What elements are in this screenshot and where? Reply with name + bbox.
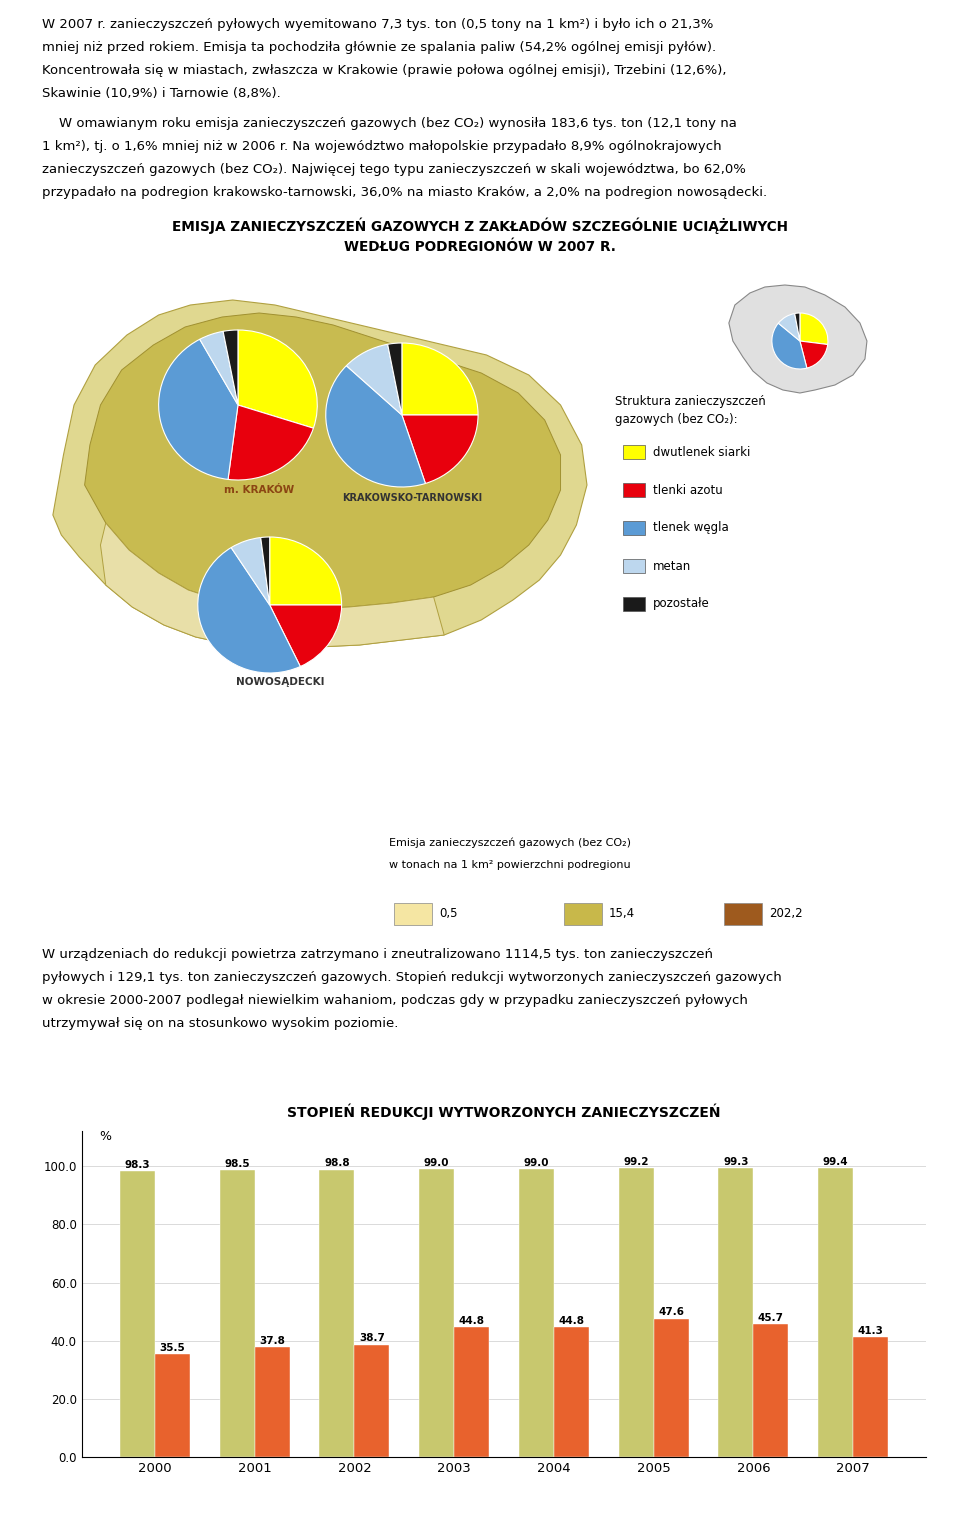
Text: m. KRAKÓW: m. KRAKÓW	[224, 484, 295, 495]
Text: tlenek węgla: tlenek węgla	[653, 522, 729, 534]
Text: 45.7: 45.7	[757, 1313, 783, 1324]
Text: W 2007 r. zanieczyszczeń pyłowych wyemitowano 7,3 tys. ton (0,5 tony na 1 km²) i: W 2007 r. zanieczyszczeń pyłowych wyemit…	[42, 18, 713, 30]
Text: Skawinie (10,9%) i Tarnowie (8,8%).: Skawinie (10,9%) i Tarnowie (8,8%).	[42, 87, 280, 100]
Text: utrzymywał się on na stosunkowo wysokim poziomie.: utrzymywał się on na stosunkowo wysokim …	[42, 1017, 398, 1031]
Bar	[254, 1346, 290, 1457]
FancyBboxPatch shape	[394, 903, 432, 924]
Text: pyłowych i 129,1 tys. ton zanieczyszczeń gazowych. Stopień redukcji wytworzonych: pyłowych i 129,1 tys. ton zanieczyszczeń…	[42, 972, 781, 984]
Wedge shape	[779, 314, 800, 342]
Text: Emisja zanieczyszczeń gazowych (bez CO₂): Emisja zanieczyszczeń gazowych (bez CO₂)	[389, 838, 631, 849]
Text: EMISJA ZANIECZYSZCZEŃ GAZOWYCH Z ZAKŁADÓW SZCZEGÓLNIE UCIĄŻLIWYCH: EMISJA ZANIECZYSZCZEŃ GAZOWYCH Z ZAKŁADÓ…	[172, 219, 788, 234]
Wedge shape	[228, 405, 313, 480]
Bar	[420, 1169, 454, 1457]
Wedge shape	[270, 537, 342, 606]
Text: 98.8: 98.8	[324, 1158, 349, 1169]
Bar	[754, 1324, 788, 1457]
Bar	[519, 1169, 554, 1457]
Bar	[120, 1170, 155, 1457]
Wedge shape	[200, 331, 238, 405]
Wedge shape	[800, 342, 828, 369]
FancyBboxPatch shape	[724, 903, 762, 924]
Text: 35.5: 35.5	[159, 1343, 185, 1353]
Bar	[354, 1345, 390, 1457]
FancyBboxPatch shape	[623, 445, 645, 458]
Bar	[155, 1354, 190, 1457]
Text: 41.3: 41.3	[857, 1325, 883, 1336]
Bar	[618, 1169, 654, 1457]
Text: 98.3: 98.3	[125, 1160, 151, 1170]
Wedge shape	[772, 323, 806, 369]
FancyBboxPatch shape	[623, 597, 645, 612]
Bar	[220, 1170, 254, 1457]
Wedge shape	[223, 329, 238, 405]
FancyBboxPatch shape	[623, 559, 645, 572]
Wedge shape	[261, 537, 270, 606]
Text: 37.8: 37.8	[259, 1336, 285, 1346]
Text: dwutlenek siarki: dwutlenek siarki	[653, 445, 750, 458]
FancyBboxPatch shape	[623, 521, 645, 534]
Bar	[320, 1169, 354, 1457]
Bar	[454, 1327, 489, 1457]
Wedge shape	[270, 606, 342, 666]
Wedge shape	[198, 548, 300, 672]
Text: 202,2: 202,2	[769, 908, 803, 920]
Text: tlenki azotu: tlenki azotu	[653, 484, 723, 496]
Text: metan: metan	[653, 560, 691, 572]
Wedge shape	[388, 343, 402, 414]
Polygon shape	[243, 427, 288, 458]
Text: 0,5: 0,5	[439, 908, 458, 920]
Text: 44.8: 44.8	[459, 1316, 485, 1325]
Text: 99.2: 99.2	[623, 1157, 649, 1167]
Text: zanieczyszczeń gazowych (bez CO₂). Najwięcej tego typu zanieczyszczeń w skali wo: zanieczyszczeń gazowych (bez CO₂). Najwi…	[42, 162, 746, 176]
FancyBboxPatch shape	[623, 483, 645, 496]
Wedge shape	[402, 343, 478, 414]
Bar	[853, 1337, 888, 1457]
FancyBboxPatch shape	[564, 903, 602, 924]
Text: Struktura zanieczyszczeń
gazowych (bez CO₂):: Struktura zanieczyszczeń gazowych (bez C…	[614, 395, 765, 427]
Text: w okresie 2000-2007 podlegał niewielkim wahaniom, podczas gdy w przypadku zaniec: w okresie 2000-2007 podlegał niewielkim …	[42, 994, 748, 1006]
Text: 15,4: 15,4	[609, 908, 636, 920]
Bar	[654, 1319, 688, 1457]
Text: %: %	[99, 1129, 111, 1143]
Text: przypadało na podregion krakowsko-tarnowski, 36,0% na miasto Kraków, a 2,0% na p: przypadało na podregion krakowsko-tarnow…	[42, 187, 767, 199]
Wedge shape	[402, 414, 478, 483]
Text: 98.5: 98.5	[225, 1160, 250, 1169]
Text: 99.3: 99.3	[723, 1157, 749, 1167]
Wedge shape	[795, 313, 800, 342]
Text: NOWOSĄDECKI: NOWOSĄDECKI	[236, 677, 324, 688]
Wedge shape	[325, 366, 425, 487]
Wedge shape	[231, 537, 270, 606]
Polygon shape	[101, 524, 444, 647]
Polygon shape	[729, 285, 867, 393]
Bar	[818, 1167, 853, 1457]
Wedge shape	[347, 345, 402, 414]
Text: 44.8: 44.8	[559, 1316, 585, 1325]
Text: mniej niż przed rokiem. Emisja ta pochodziła głównie ze spalania paliw (54,2% og: mniej niż przed rokiem. Emisja ta pochod…	[42, 41, 716, 55]
Title: STOPIEŃ REDUKCJI WYTWORZONYCH ZANIECZYSZCZEŃ: STOPIEŃ REDUKCJI WYTWORZONYCH ZANIECZYSZ…	[287, 1104, 721, 1120]
Text: KRAKOWSKO-TARNOWSKI: KRAKOWSKO-TARNOWSKI	[343, 493, 483, 502]
Text: 99.4: 99.4	[823, 1157, 849, 1167]
Wedge shape	[800, 313, 828, 345]
Bar	[718, 1169, 754, 1457]
Polygon shape	[53, 301, 587, 647]
Wedge shape	[238, 329, 318, 428]
Text: W omawianym roku emisja zanieczyszczeń gazowych (bez CO₂) wynosiła 183,6 tys. to: W omawianym roku emisja zanieczyszczeń g…	[42, 117, 737, 131]
Text: WEDŁUG PODREGIONÓW W 2007 R.: WEDŁUG PODREGIONÓW W 2007 R.	[344, 240, 616, 254]
Text: 47.6: 47.6	[658, 1307, 684, 1318]
Text: 38.7: 38.7	[359, 1333, 385, 1343]
Text: pozostałe: pozostałe	[653, 598, 709, 610]
Text: 99.0: 99.0	[523, 1158, 549, 1167]
Text: w tonach na 1 km² powierzchni podregionu: w tonach na 1 km² powierzchni podregionu	[389, 861, 631, 870]
Wedge shape	[158, 340, 238, 480]
Text: W urządzeniach do redukcji powietrza zatrzymano i zneutralizowano 1114,5 tys. to: W urządzeniach do redukcji powietrza zat…	[42, 949, 713, 961]
Bar	[554, 1327, 588, 1457]
Text: 1 km²), tj. o 1,6% mniej niż w 2006 r. Na województwo małopolskie przypadało 8,9: 1 km²), tj. o 1,6% mniej niż w 2006 r. N…	[42, 140, 722, 153]
Text: Koncentrowała się w miastach, zwłaszcza w Krakowie (prawie połowa ogólnej emisji: Koncentrowała się w miastach, zwłaszcza …	[42, 64, 727, 77]
Text: 99.0: 99.0	[424, 1158, 449, 1167]
Polygon shape	[84, 313, 561, 609]
